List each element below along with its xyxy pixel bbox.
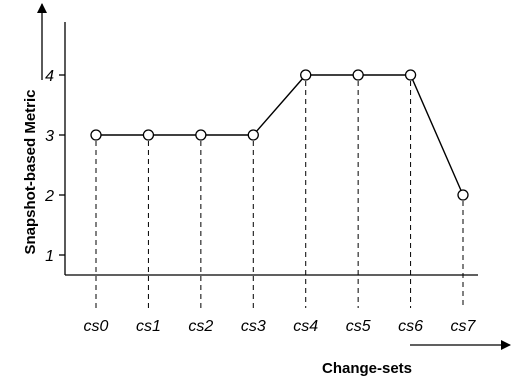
y-tick-label-2: 2 [44,188,54,205]
drop-lines [95,81,464,308]
x-axis-title: Change-sets [322,360,412,377]
x-tick-label-cs1: cs1 [136,318,161,335]
data-point-cs2 [195,129,207,141]
y-tick-label-3: 3 [45,128,54,145]
y-axis-title: Snapshot-based Metric [22,89,39,254]
x-tick-label-cs5: cs5 [346,318,371,335]
data-point-cs5 [352,69,364,81]
x-tick-label-cs7: cs7 [451,318,477,335]
y-ticks: 1 2 3 4 [44,68,65,265]
data-point-cs0 [90,129,102,141]
data-point-cs7 [457,189,469,201]
data-point-cs6 [404,69,417,81]
data-point-cs4 [300,69,312,81]
x-tick-label-cs6: cs6 [398,318,423,335]
axes [64,22,478,276]
x-tick-label-cs0: cs0 [84,318,109,335]
x-tick-labels: cs0 cs1 cs2 cs3 cs4 cs5 cs6 cs7 [84,318,477,335]
data-point-cs3 [247,129,259,141]
y-tick-label-4: 4 [45,68,54,85]
data-point-cs1 [142,129,155,141]
x-tick-label-cs4: cs4 [293,318,318,335]
x-tick-label-cs2: cs2 [188,318,213,335]
x-tick-label-cs3: cs3 [241,318,266,335]
data-points [90,69,469,201]
series-line [96,74,464,196]
y-tick-label-1: 1 [45,248,54,265]
